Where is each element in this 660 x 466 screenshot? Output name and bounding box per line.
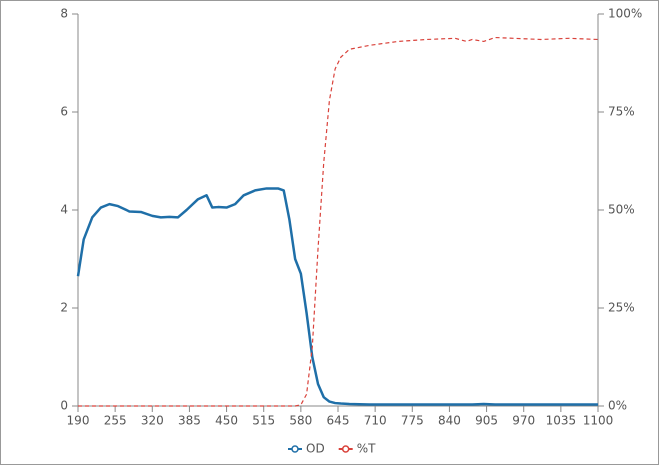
y-tick-label: 8 [60, 7, 68, 21]
x-tick-label: 710 [364, 414, 387, 428]
x-tick-label: 190 [67, 414, 90, 428]
legend-label: OD [306, 442, 325, 456]
x-tick-label: 840 [438, 414, 461, 428]
x-tick-label: 1100 [583, 414, 614, 428]
x-tick-label: 385 [178, 414, 201, 428]
legend-label: %T [357, 442, 376, 456]
legend-item: %T [338, 442, 376, 456]
x-tick-label: 255 [104, 414, 127, 428]
x-tick-label: 970 [512, 414, 535, 428]
x-tick-label: 775 [401, 414, 424, 428]
legend-item: OD [288, 442, 325, 456]
y2-tick-label: 25% [608, 301, 635, 315]
y2-tick-label: 0% [608, 399, 627, 413]
y2-tick-label: 100% [608, 7, 642, 21]
y2-tick-label: 75% [608, 105, 635, 119]
x-tick-label: 450 [215, 414, 238, 428]
y-tick-label: 6 [60, 105, 68, 119]
y-tick-label: 2 [60, 301, 68, 315]
x-tick-label: 515 [252, 414, 275, 428]
y-tick-label: 4 [60, 203, 68, 217]
legend-marker [341, 445, 350, 453]
x-tick-label: 1035 [546, 414, 577, 428]
y-tick-label: 0 [60, 399, 68, 413]
x-tick-label: 580 [289, 414, 312, 428]
legend-marker [291, 445, 299, 453]
x-tick-label: 645 [327, 414, 350, 428]
x-tick-label: 320 [141, 414, 164, 428]
series-line [76, 187, 598, 406]
y2-tick-label: 50% [608, 203, 635, 217]
x-tick-label: 905 [475, 414, 498, 428]
